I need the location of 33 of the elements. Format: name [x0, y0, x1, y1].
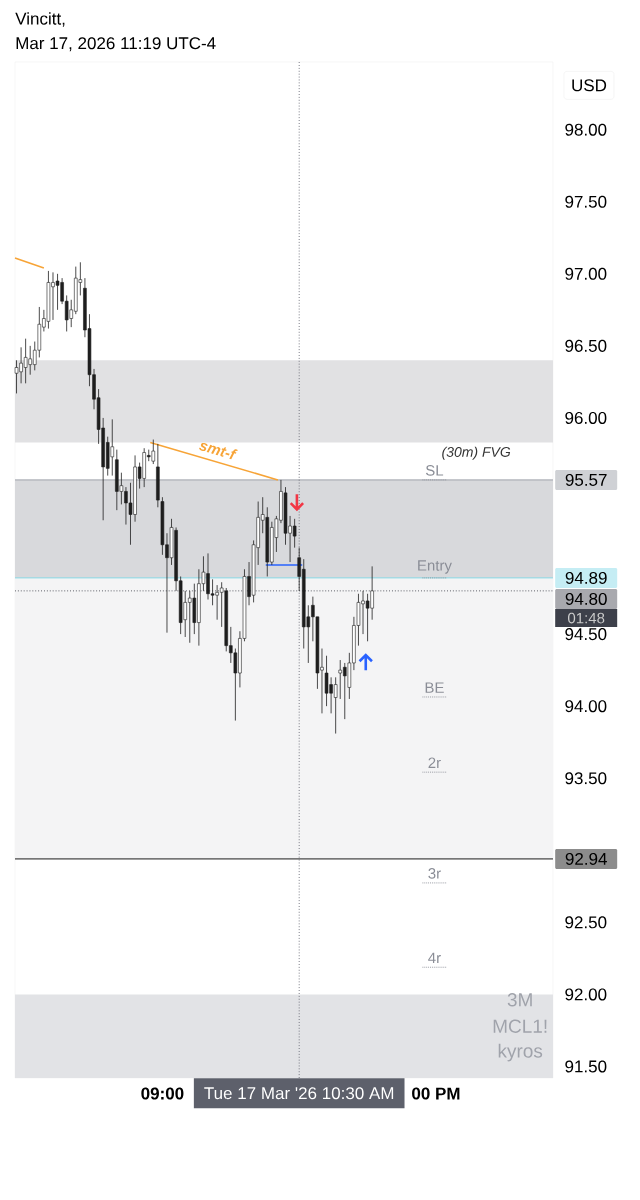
- y-tick-label: 96.50: [565, 339, 607, 352]
- y-tick-label: 93.50: [565, 772, 607, 785]
- y-tick-label: 97.00: [565, 267, 607, 280]
- y-axis-title: USD: [572, 79, 607, 92]
- ref-line-label: 94.80: [565, 592, 607, 605]
- annotation: 3r: [428, 868, 441, 879]
- y-tick-label: 96.00: [565, 411, 607, 424]
- y-tick-label: 94.00: [565, 700, 607, 713]
- x-tick-label: 09:00: [141, 1087, 184, 1100]
- y-tick-label: 92.50: [565, 916, 607, 929]
- ref-line-label: Tue 17 Mar '26 10:30 AM: [204, 1087, 394, 1100]
- ref-line-label: 95.57: [565, 473, 607, 486]
- annotation: kyros: [498, 1043, 543, 1062]
- annotation: 3M: [507, 993, 532, 1007]
- ref-line-label: 94.89: [565, 571, 607, 584]
- y-tick-label: 91.50: [565, 1060, 607, 1073]
- y-tick-label: 98.00: [565, 123, 607, 136]
- text: 01:48: [568, 612, 605, 624]
- annotation: BE: [425, 682, 444, 693]
- annotation: 2r: [428, 757, 441, 768]
- annotation: MCL1!: [493, 1019, 547, 1033]
- y-tick-label: 94.50: [565, 628, 607, 641]
- ref-line-label: 92.94: [565, 852, 607, 865]
- y-tick-label: 97.50: [565, 195, 607, 208]
- chart-title: Vincitt,: [15, 12, 65, 27]
- annotation: 4r: [428, 952, 441, 964]
- chart-subtitle: Mar 17, 2026 11:19 UTC-4: [16, 37, 216, 52]
- y-tick-label: 92.00: [565, 988, 607, 1001]
- annotation: SL: [425, 465, 444, 476]
- text: smt-f: [199, 442, 238, 460]
- band-label: (30m) FVG: [442, 446, 511, 460]
- x-tick-label: 00 PM: [412, 1087, 460, 1100]
- annotation: Entry: [418, 560, 452, 574]
